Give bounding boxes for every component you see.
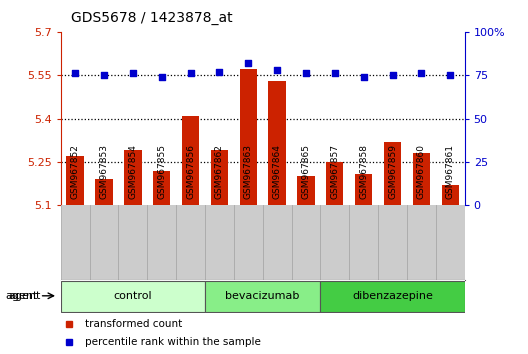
- Point: [331, 71, 339, 76]
- Bar: [413, 153, 430, 205]
- Bar: [211, 150, 228, 205]
- Bar: [96, 179, 112, 205]
- Bar: [182, 116, 199, 205]
- Text: transformed count: transformed count: [85, 319, 182, 329]
- Point: [129, 71, 137, 76]
- Text: bevacizumab: bevacizumab: [225, 291, 300, 301]
- Bar: [355, 173, 372, 205]
- Bar: [67, 156, 84, 205]
- Point: [157, 74, 166, 80]
- Bar: [124, 150, 142, 205]
- Bar: [326, 162, 343, 205]
- Bar: [441, 185, 459, 205]
- Point: [417, 71, 426, 76]
- Bar: [320, 281, 465, 312]
- Point: [301, 71, 310, 76]
- Text: dibenzazepine: dibenzazepine: [352, 291, 433, 301]
- Point: [388, 73, 397, 78]
- Point: [100, 73, 108, 78]
- Bar: [61, 281, 205, 312]
- Bar: [297, 176, 315, 205]
- Text: control: control: [114, 291, 152, 301]
- Point: [446, 73, 455, 78]
- Point: [244, 60, 252, 66]
- Bar: [268, 81, 286, 205]
- Point: [215, 69, 224, 75]
- Text: agent: agent: [5, 291, 37, 301]
- Text: agent: agent: [8, 291, 40, 301]
- Text: percentile rank within the sample: percentile rank within the sample: [85, 337, 261, 347]
- Bar: [240, 69, 257, 205]
- Point: [273, 67, 281, 73]
- Bar: [205, 281, 320, 312]
- Bar: [384, 142, 401, 205]
- Point: [360, 74, 368, 80]
- Bar: [153, 171, 171, 205]
- Text: GDS5678 / 1423878_at: GDS5678 / 1423878_at: [71, 11, 233, 25]
- Point: [71, 71, 79, 76]
- Point: [186, 71, 195, 76]
